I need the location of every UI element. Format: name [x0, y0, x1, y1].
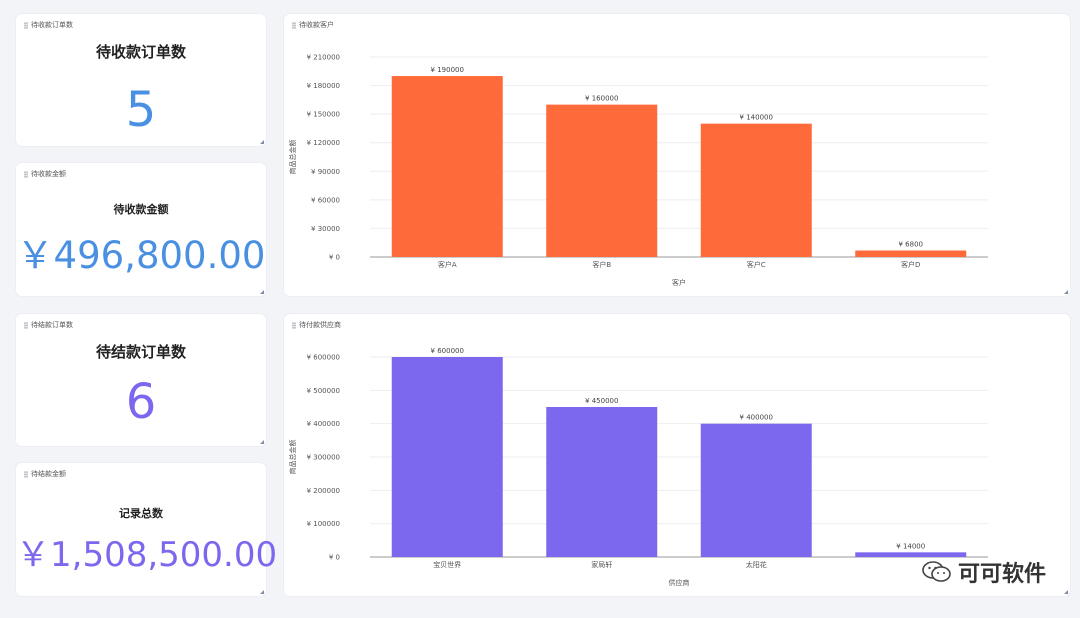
x-tick-label: 客户D: [901, 260, 920, 269]
stat-card-pending-receipt-orders: 待收款订单数 待收款订单数 5: [16, 14, 266, 146]
bar-value-label: ¥ 600000: [431, 347, 464, 355]
bar-value-label: ¥ 190000: [431, 66, 464, 74]
x-tick-label: 客户C: [747, 260, 766, 269]
bar: [546, 407, 658, 557]
x-tick-label: 家局轩: [591, 560, 612, 569]
y-tick-label: ¥ 30000: [311, 225, 340, 233]
y-tick-label: ¥ 200000: [307, 487, 340, 495]
y-axis-title: 商品总金额: [288, 440, 297, 475]
resize-handle-icon[interactable]: [1064, 290, 1068, 294]
stat-title: 待结款订单数: [95, 343, 186, 361]
stat-card-pending-settlement-orders: 待结款订单数 待结款订单数 6: [16, 314, 266, 446]
chart-card-receivable-customers: 待收款客户 ¥ 0 ¥ 30000 ¥ 60000 ¥ 90000 ¥ 120000 ¥ …: [284, 14, 1070, 296]
y-axis-title: 商品总金额: [288, 140, 297, 175]
resize-handle-icon[interactable]: [260, 140, 264, 144]
y-tick-label: ¥ 210000: [307, 54, 340, 62]
stat-value: 6: [125, 374, 157, 430]
y-tick-label: ¥ 90000: [311, 168, 340, 176]
y-tick-label: ¥ 400000: [307, 420, 340, 428]
bar-chart-payable: ¥ 0 ¥ 100000 ¥ 200000 ¥ 300000 ¥ 400000 ¥ 500…: [288, 347, 988, 587]
watermark: 可可软件: [922, 556, 1046, 588]
y-tick-label: ¥ 100000: [307, 520, 340, 528]
resize-handle-icon[interactable]: [260, 590, 264, 594]
bar: [391, 357, 503, 557]
y-tick-label: ¥ 120000: [307, 139, 340, 147]
card-header-label: 待收款金额: [31, 170, 66, 178]
chart-title: 待付款供应商: [299, 321, 341, 329]
chart-card-payable-suppliers: 待付款供应商 ¥ 0 ¥ 100000 ¥ 200000 ¥ 300000 ¥ 4000…: [284, 314, 1070, 596]
stat-value: ￥496,800.00: [16, 234, 266, 277]
stat-card-pending-receipt-amount: 待收款金额 待收款金额 ￥496,800.00: [16, 163, 266, 296]
x-tick-label: 客户B: [592, 260, 611, 269]
x-axis-title: 供应商: [669, 578, 690, 587]
drag-handle-icon[interactable]: [292, 21, 296, 29]
drag-handle-icon[interactable]: [24, 321, 28, 329]
bar: [546, 104, 658, 257]
bar-value-label: ¥ 160000: [585, 95, 618, 103]
drag-handle-icon[interactable]: [292, 321, 296, 329]
bar-value-label: ¥ 140000: [740, 114, 773, 122]
bar: [855, 552, 967, 557]
drag-handle-icon[interactable]: [24, 170, 28, 178]
chart-title: 待收款客户: [299, 21, 334, 29]
y-tick-label: ¥ 60000: [311, 196, 340, 204]
y-tick-label: ¥ 600000: [307, 354, 340, 362]
stat-title: 待收款金额: [113, 203, 169, 216]
watermark-text: 可可软件: [957, 562, 1046, 587]
stat-value: ￥1,508,500.00: [16, 535, 278, 575]
bar-value-label: ¥ 6800: [899, 241, 924, 249]
x-tick-label: 宝贝世界: [433, 560, 461, 569]
drag-handle-icon[interactable]: [24, 470, 28, 478]
y-tick-label: ¥ 180000: [307, 82, 340, 90]
x-axis-title: 客户: [672, 278, 686, 287]
card-header-label: 待结款金额: [31, 470, 66, 478]
y-tick-label: ¥ 0: [329, 254, 340, 262]
y-tick-label: ¥ 500000: [307, 387, 340, 395]
x-tick-label: 太阳花: [746, 560, 767, 569]
resize-handle-icon[interactable]: [1064, 590, 1068, 594]
stat-card-pending-settlement-amount: 待结款金额 记录总数 ￥1,508,500.00: [16, 463, 278, 596]
stat-title: 记录总数: [119, 507, 163, 520]
bar: [700, 423, 812, 557]
drag-handle-icon[interactable]: [24, 21, 28, 29]
resize-handle-icon[interactable]: [260, 440, 264, 444]
stat-title: 待收款订单数: [95, 43, 186, 61]
y-tick-label: ¥ 300000: [307, 454, 340, 462]
bar-value-label: ¥ 450000: [585, 397, 618, 405]
card-header-label: 待收款订单数: [31, 21, 73, 29]
y-tick-label: ¥ 0: [329, 554, 340, 562]
bar-value-label: ¥ 400000: [740, 414, 773, 422]
resize-handle-icon[interactable]: [260, 290, 264, 294]
bar-chart-receivable: ¥ 0 ¥ 30000 ¥ 60000 ¥ 90000 ¥ 120000 ¥ 150000…: [288, 54, 988, 287]
wechat-icon: [922, 561, 951, 582]
stat-value: 5: [125, 82, 157, 138]
bar-value-label: ¥ 14000: [896, 542, 925, 550]
bar: [855, 250, 967, 257]
y-tick-label: ¥ 150000: [307, 111, 340, 119]
x-tick-label: 客户A: [438, 260, 457, 269]
card-header-label: 待结款订单数: [31, 321, 73, 329]
bar: [700, 123, 812, 258]
bar: [391, 76, 503, 257]
